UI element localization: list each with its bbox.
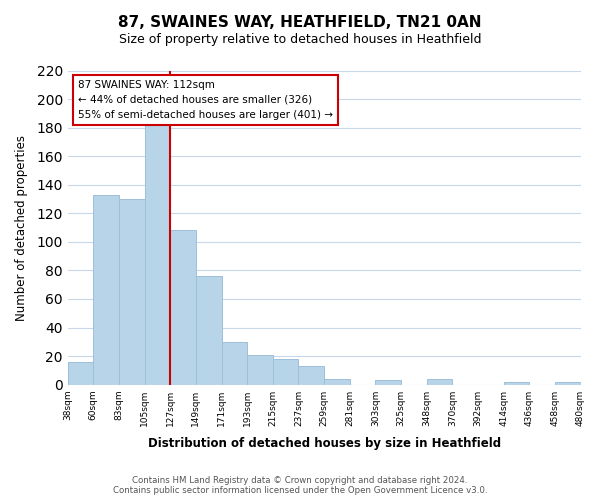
Bar [68,362,94,384]
Bar [273,359,298,384]
Bar [503,382,529,384]
Bar [298,366,324,384]
X-axis label: Distribution of detached houses by size in Heathfield: Distribution of detached houses by size … [148,437,500,450]
Bar [324,379,350,384]
Bar [196,276,221,384]
Text: 87, SWAINES WAY, HEATHFIELD, TN21 0AN: 87, SWAINES WAY, HEATHFIELD, TN21 0AN [118,15,482,30]
Bar [119,199,145,384]
Bar [376,380,401,384]
Bar [427,379,452,384]
Bar [170,230,196,384]
Bar [247,354,273,384]
Bar [555,382,581,384]
Y-axis label: Number of detached properties: Number of detached properties [15,134,28,320]
Bar [145,122,170,384]
Text: Size of property relative to detached houses in Heathfield: Size of property relative to detached ho… [119,32,481,46]
Bar [94,194,119,384]
Text: Contains HM Land Registry data © Crown copyright and database right 2024.
Contai: Contains HM Land Registry data © Crown c… [113,476,487,495]
Bar [221,342,247,384]
Text: 87 SWAINES WAY: 112sqm
← 44% of detached houses are smaller (326)
55% of semi-de: 87 SWAINES WAY: 112sqm ← 44% of detached… [78,80,333,120]
